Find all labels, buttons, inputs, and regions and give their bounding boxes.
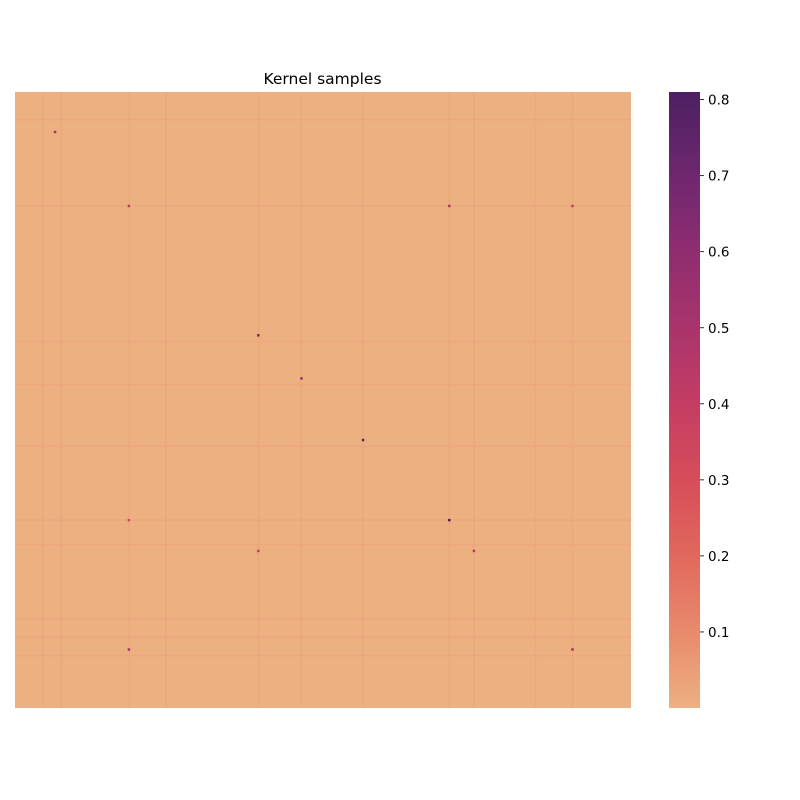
colorbar-tick-label: 0.4 bbox=[708, 397, 729, 413]
heatmap-area bbox=[15, 92, 631, 708]
heatmap-cell bbox=[448, 518, 451, 522]
heatmap-col-line bbox=[164, 92, 167, 708]
heatmap-row-line bbox=[15, 205, 631, 207]
heatmap-col-line bbox=[571, 92, 574, 708]
heatmap-row-line bbox=[15, 445, 631, 448]
heatmap-cell bbox=[472, 549, 476, 553]
colorbar-tick-label: 0.3 bbox=[708, 473, 729, 489]
heatmap-row-line bbox=[15, 340, 631, 343]
heatmap-cell bbox=[127, 518, 131, 522]
colorbar-tick-label: 0.2 bbox=[708, 549, 729, 565]
heatmap-cell bbox=[127, 204, 131, 208]
colorbar-gradient bbox=[669, 92, 700, 708]
colorbar-tick-label: 0.8 bbox=[708, 93, 729, 109]
chart-title: Kernel samples bbox=[263, 70, 381, 88]
heatmap-col-line bbox=[362, 92, 364, 708]
heatmap-cell bbox=[571, 204, 574, 208]
heatmap-col-line bbox=[257, 92, 260, 708]
heatmap-col-line bbox=[448, 92, 451, 708]
heatmap-cell bbox=[257, 549, 260, 553]
colorbar-tick-label: 0.7 bbox=[708, 169, 729, 185]
heatmap-col-line bbox=[472, 92, 475, 708]
heatmap-row-line bbox=[15, 383, 631, 386]
colorbar: 0.1 0.2 0.3 0.4 0.5 0.6 0.7 0.8 bbox=[669, 92, 729, 708]
heatmap-cell bbox=[300, 377, 303, 380]
heatmap-row-line bbox=[15, 654, 631, 657]
heatmap-col-line bbox=[534, 92, 537, 708]
heatmap-row-line bbox=[15, 543, 631, 546]
heatmap-row-line bbox=[15, 118, 631, 121]
heatmap-row-line bbox=[15, 519, 631, 522]
heatmap-cells bbox=[53, 130, 574, 651]
heatmap-col-line bbox=[41, 92, 44, 708]
heatmap-col-line bbox=[300, 92, 303, 708]
colorbar-tick-label: 0.1 bbox=[708, 625, 729, 641]
heatmap-cell bbox=[361, 438, 365, 442]
heatmap-col-line bbox=[128, 92, 130, 708]
heatmap-faint-lines bbox=[15, 92, 631, 708]
colorbar-tick-label: 0.5 bbox=[708, 321, 729, 337]
heatmap-cell bbox=[127, 648, 131, 651]
heatmap-background bbox=[15, 92, 631, 708]
heatmap-cell bbox=[53, 130, 57, 134]
colorbar-ticks: 0.1 0.2 0.3 0.4 0.5 0.6 0.7 0.8 bbox=[700, 93, 729, 641]
colorbar-tick-label: 0.6 bbox=[708, 245, 729, 261]
heatmap-row-line bbox=[15, 617, 631, 620]
heatmap-cell bbox=[571, 648, 574, 651]
heatmap-col-line bbox=[60, 92, 63, 708]
heatmap-cell bbox=[257, 334, 260, 337]
heatmap-row-line bbox=[15, 636, 631, 639]
heatmap-cell bbox=[448, 204, 451, 208]
